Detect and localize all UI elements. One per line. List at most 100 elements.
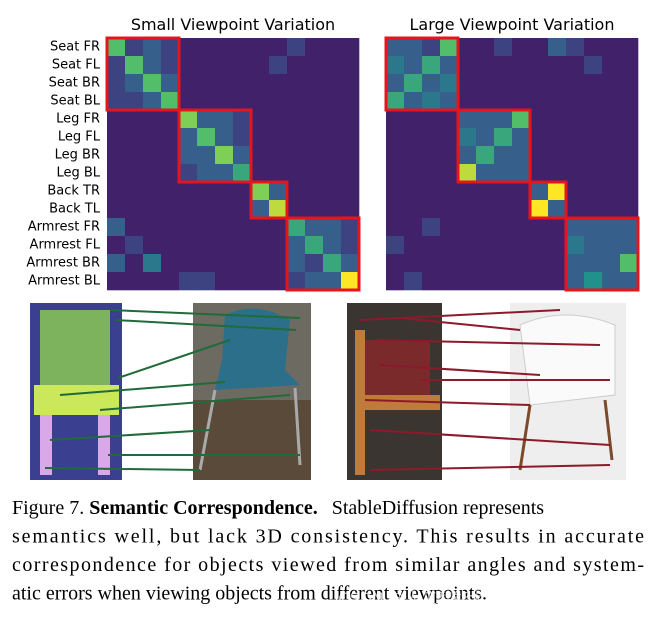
heatmap-cell (548, 272, 567, 291)
heatmap-cell (620, 146, 639, 165)
heatmap-cell (386, 56, 405, 75)
heatmap-cell (620, 110, 639, 129)
heatmap-cell (620, 74, 639, 93)
heatmap-cell (530, 146, 549, 165)
heatmap-cell (161, 74, 180, 93)
heatmap-cell (125, 110, 144, 129)
heatmap-cell (233, 164, 252, 183)
heatmap-cell (494, 182, 513, 201)
heatmap-cell (458, 110, 477, 129)
heatmap-cell (233, 56, 252, 75)
heatmap-cell (602, 56, 621, 75)
heatmap-cell (584, 146, 603, 165)
heatmap-cell (179, 200, 198, 219)
heatmap-cell (107, 38, 126, 57)
heatmap-cell (602, 38, 621, 57)
heatmap-cell (548, 182, 567, 201)
heatmap-cell (404, 128, 423, 147)
heatmap-cell (287, 92, 306, 111)
heatmap-cell (233, 182, 252, 201)
heatmap-cell (440, 218, 459, 237)
heatmap-cell (440, 74, 459, 93)
heatmap-cell (458, 182, 477, 201)
heatmap-cell (620, 38, 639, 57)
heatmap-cell (440, 56, 459, 75)
group-box (384, 36, 460, 112)
heatmap-cell (620, 92, 639, 111)
heatmap-cell (458, 164, 477, 183)
heatmap-cell (197, 92, 216, 111)
group-box (528, 180, 568, 220)
heatmap-cell (476, 38, 495, 57)
heatmap-cell (341, 74, 360, 93)
heatmap-cell (305, 182, 324, 201)
heatmap-cell (494, 272, 513, 291)
heatmap-cell (512, 236, 531, 255)
heatmap-cell (404, 272, 423, 291)
row-label: Leg BL (56, 166, 100, 181)
caption-prefix: Figure 7. (12, 497, 84, 519)
heatmap-cell (305, 164, 324, 183)
heatmap-cell (422, 92, 441, 111)
caption-line: semantics well, but lack 3D consistency.… (12, 526, 644, 548)
caption-text: StableDiffusion represents (332, 497, 545, 519)
heatmap-cell (305, 272, 324, 291)
heatmap-cell (323, 74, 342, 93)
heatmap-cell (323, 236, 342, 255)
heatmap-cell (215, 146, 234, 165)
heatmap-cell (458, 56, 477, 75)
heatmap-cell (269, 254, 288, 273)
heatmap-cell (323, 56, 342, 75)
heatmap-cell (584, 272, 603, 291)
heatmap-cell (197, 272, 216, 291)
heatmap-cell (422, 254, 441, 273)
row-label: Leg BR (55, 148, 100, 163)
heatmap-cell (179, 272, 198, 291)
heatmap-cell (107, 236, 126, 255)
heatmap-cell (323, 128, 342, 147)
heatmap-cell (233, 38, 252, 57)
heatmap-cell (422, 128, 441, 147)
heatmap-cell (512, 254, 531, 273)
heatmap-cell (197, 218, 216, 237)
heatmap-cell (269, 272, 288, 291)
heatmap-cell (530, 254, 549, 273)
heatmap-cell (548, 218, 567, 237)
heatmap-cell (440, 182, 459, 201)
heatmap-cell (386, 218, 405, 237)
heatmap-cell (287, 254, 306, 273)
row-label: Armrest FL (30, 238, 101, 253)
heatmap-cell (584, 74, 603, 93)
heatmap-cell (440, 146, 459, 165)
heatmap-cell (305, 128, 324, 147)
heatmap-cell (143, 164, 162, 183)
heatmap-cell (404, 236, 423, 255)
heatmap-cell (566, 128, 585, 147)
heatmap-cell (566, 164, 585, 183)
heatmap-cell (197, 74, 216, 93)
correspondence-lines (359, 309, 611, 471)
heatmap-cell (143, 272, 162, 291)
heatmap-cell (548, 254, 567, 273)
heatmap-cell (584, 92, 603, 111)
heatmap-cell (125, 272, 144, 291)
caption-line: correspondence for objects viewed from s… (12, 554, 644, 576)
heatmap-cell (251, 200, 270, 219)
heatmap-cell (548, 110, 567, 129)
row-label: Leg FR (56, 112, 100, 127)
heatmap-cell (287, 56, 306, 75)
heatmap-cell (143, 92, 162, 111)
heatmap-cell (197, 128, 216, 147)
heatmap-cell (440, 254, 459, 273)
heatmap-cell (233, 218, 252, 237)
heatmap-cell (458, 128, 477, 147)
heatmap-cell (269, 218, 288, 237)
heatmap-cell (440, 38, 459, 57)
row-label: Armrest FR (28, 220, 100, 235)
heatmap-cell (404, 110, 423, 129)
caption-title: Semantic Correspondence. (89, 497, 318, 519)
heatmap-cell (107, 56, 126, 75)
chair-frame (355, 395, 440, 410)
heatmap-cell (422, 218, 441, 237)
heatmap-cell (305, 38, 324, 57)
